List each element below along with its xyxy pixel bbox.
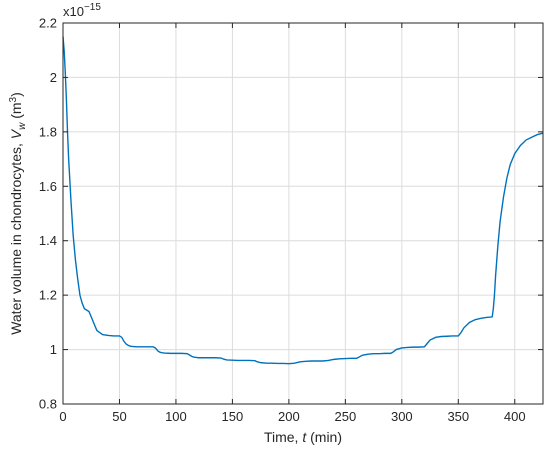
tick-labels: 0 50 100 150 200 250 300 350 400 0.8 1 1.2 1.4 1.6 1.8… <box>39 16 526 425</box>
y-tick-label: 1.2 <box>39 288 57 303</box>
x-tick-label: 400 <box>504 409 526 424</box>
x-tick-label: 0 <box>59 409 66 424</box>
y-tick-label: 1.4 <box>39 233 57 248</box>
series-line <box>62 36 544 365</box>
y-tick-label: 1.8 <box>39 124 57 139</box>
y-tick-label: 0.8 <box>39 397 57 412</box>
x-tick-label: 50 <box>112 409 126 424</box>
x-tick-label: 200 <box>278 409 300 424</box>
y-axis-multiplier: x10−15 <box>63 2 101 19</box>
y-tick-label: 2.2 <box>39 16 57 31</box>
ticks <box>62 22 543 405</box>
y-axis-title: Water volume in chondrocytes, Vw (m3) <box>8 92 28 335</box>
x-axis-title: Time, t (min) <box>264 429 342 445</box>
y-tick-label: 1 <box>50 342 57 357</box>
x-tick-label: 150 <box>222 409 244 424</box>
plot-frame <box>62 22 544 405</box>
series-layer <box>62 36 544 365</box>
x-tick-label: 250 <box>335 409 357 424</box>
x-tick-label: 350 <box>447 409 469 424</box>
x-tick-label: 300 <box>391 409 413 424</box>
y-tick-label: 1.6 <box>39 179 57 194</box>
y-tick-label: 2 <box>50 70 57 85</box>
x-tick-label: 100 <box>165 409 187 424</box>
